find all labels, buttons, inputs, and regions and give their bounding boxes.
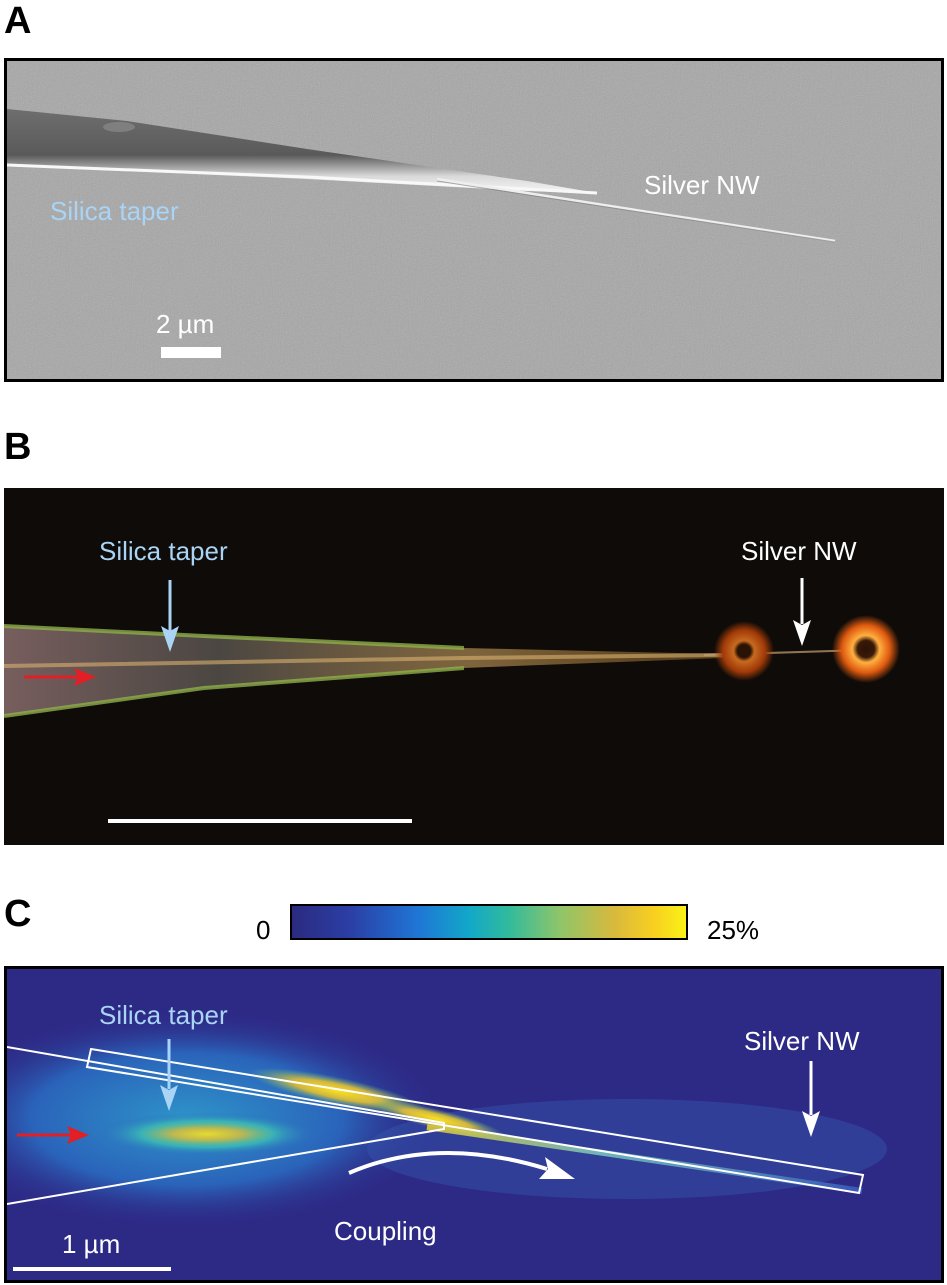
- colorbar-min-label: 0: [256, 915, 271, 945]
- label-silver-nw-c: Silver NW: [744, 1026, 860, 1056]
- scale-bar-c: [13, 1267, 171, 1271]
- scale-bar-label-a: 2 µm: [156, 309, 215, 339]
- optical-image: [4, 488, 944, 845]
- panel-letter-c: C: [4, 893, 32, 935]
- emission-spot-right: [832, 615, 900, 683]
- nanowire-outline: [85, 1047, 865, 1195]
- field-map: [7, 969, 941, 1280]
- sem-image-panel: Silica taper Silver NW 2 µm: [4, 58, 944, 382]
- panel-letter-b: B: [4, 426, 32, 468]
- sem-image: [7, 61, 941, 379]
- coupling-arrow: [348, 1150, 548, 1175]
- colorbar-max-label: 25%: [707, 915, 760, 945]
- silver-nanowire-shape: [436, 177, 836, 243]
- label-silica-taper-c: Silica taper: [99, 1000, 228, 1030]
- label-silica-taper-a: Silica taper: [50, 196, 179, 226]
- scale-bar-a: [161, 347, 221, 358]
- emission-spot-left: [714, 621, 774, 681]
- scale-bar-label-c: 1 µm: [62, 1229, 121, 1259]
- label-coupling: Coupling: [334, 1216, 437, 1246]
- simulation-panel: Silica taper Silver NW Coupling 1 µm: [4, 966, 944, 1283]
- panel-letter-a: A: [4, 0, 32, 42]
- label-silver-nw-a: Silver NW: [644, 170, 760, 200]
- taper-light: [4, 626, 724, 716]
- scale-bar-b: [108, 819, 412, 823]
- label-silver-nw-b: Silver NW: [741, 536, 857, 566]
- colorbar: [290, 904, 688, 940]
- optical-image-panel: Silica taper Silver NW: [4, 488, 944, 845]
- label-silica-taper-b: Silica taper: [99, 536, 228, 566]
